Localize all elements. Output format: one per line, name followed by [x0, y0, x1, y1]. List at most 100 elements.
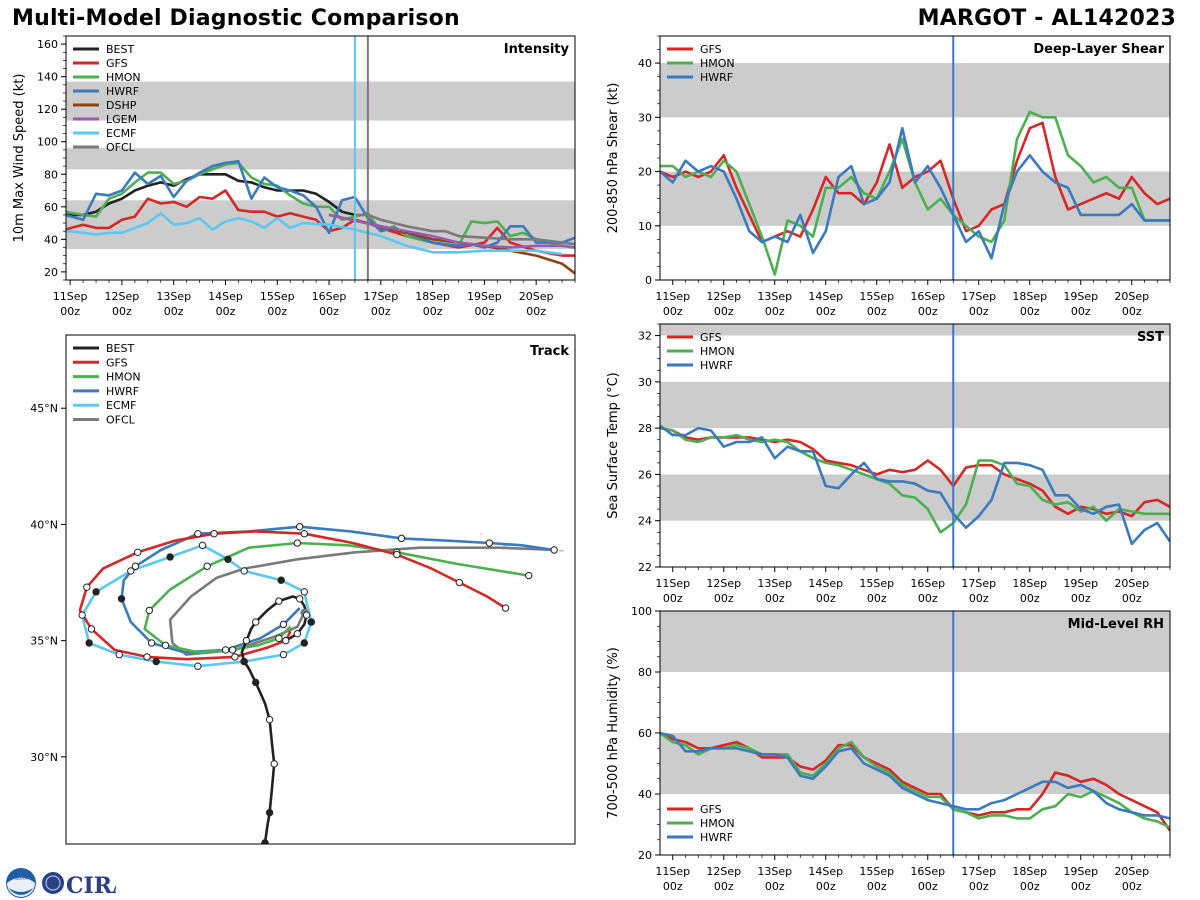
track-marker-best	[302, 611, 311, 619]
track-land-speck	[503, 545, 508, 547]
noaa-logo: NOAA	[6, 868, 36, 898]
rh-xtick-label: 13Sep	[757, 865, 792, 878]
rh-title: Mid-Level RH	[1068, 617, 1164, 632]
shear-xtick-sublabel: 00z	[969, 305, 989, 318]
intensity-xtick-sublabel: 00z	[164, 305, 184, 318]
intensity-xtick-sublabel: 00z	[60, 305, 80, 318]
shear-xtick-label: 13Sep	[757, 290, 792, 303]
intensity-xtick-sublabel: 00z	[474, 305, 494, 318]
track-marker-ecmf	[115, 650, 123, 659]
rh-xtick-sublabel: 00z	[765, 880, 785, 893]
track-marker-ecmf	[194, 662, 202, 670]
intensity-xtick-sublabel: 00z	[267, 305, 287, 318]
track-marker-hwrf	[221, 646, 230, 654]
shear-xtick-label: 12Sep	[706, 290, 741, 303]
rh-xtick-sublabel: 00z	[663, 880, 683, 893]
shear-ytick-label: 10	[638, 220, 652, 233]
track-marker-ecmf	[152, 657, 160, 666]
intensity-xtick-sublabel: 00z	[216, 305, 236, 318]
sst-xtick-sublabel: 00z	[663, 592, 683, 605]
intensity-xtick-label: 13Sep	[156, 290, 191, 303]
sst-xtick-label: 17Sep	[961, 577, 996, 590]
track-legend-label: ECMF	[106, 399, 136, 412]
rh-xtick-label: 15Sep	[859, 865, 894, 878]
sst-xtick-sublabel: 00z	[918, 592, 938, 605]
track-marker-hmon	[203, 562, 211, 570]
sst-xtick-label: 15Sep	[859, 577, 894, 590]
track-marker-ecmf	[166, 553, 174, 561]
sst-ylabel: Sea Surface Temp (°C)	[606, 372, 621, 519]
intensity-band-2	[66, 81, 575, 121]
shear-ytick-label: 0	[645, 274, 652, 287]
shear-series-hwrf	[660, 126, 1170, 260]
track-marker-hwrf	[147, 639, 156, 647]
shear-legend-label: HWRF	[700, 71, 733, 84]
shear-band-1	[660, 63, 1170, 118]
intensity-ytick-label: 60	[44, 201, 58, 214]
rh-ylabel: 700-500 hPa Humidity (%)	[606, 647, 621, 819]
track-marker-ecmf	[198, 541, 207, 550]
track-marker-hwrf	[485, 539, 494, 547]
intensity-ytick-label: 140	[37, 71, 58, 84]
rh-xtick-sublabel: 00z	[918, 880, 938, 893]
rh-xtick-label: 18Sep	[1012, 865, 1047, 878]
sst-xtick-sublabel: 00z	[1122, 592, 1142, 605]
track-marker-best	[265, 715, 274, 724]
track-marker-ecmf	[307, 618, 315, 626]
track-marker-ecmf	[127, 567, 135, 575]
sst-series-hwrf	[660, 424, 1170, 546]
intensity-series-group	[66, 160, 575, 275]
track-marker-ecmf	[240, 567, 248, 575]
sst-band-1	[660, 381, 1170, 429]
sst-frame	[659, 323, 1171, 568]
track-marker-best	[275, 597, 283, 605]
rh-legend-label: HWRF	[700, 831, 733, 844]
shear-xtick-label: 15Sep	[859, 290, 894, 303]
sst-xtick-label: 16Sep	[910, 577, 945, 590]
rh-panel: 20 40 60 80 100 11Sep 00z 12Sep 00z 13Sep 00z 14Sep…	[606, 605, 1171, 893]
intensity-ylabel: 10m Max Wind Speed (kt)	[12, 74, 27, 243]
agency-logos: NOAA CIRA	[6, 868, 116, 899]
cira-logo-ring	[45, 875, 61, 891]
sst-title: SST	[1137, 330, 1164, 345]
intensity-xtick-label: 12Sep	[105, 290, 140, 303]
sst-xtick-label: 12Sep	[706, 577, 741, 590]
track-marker-hmon	[161, 641, 170, 649]
cira-logo: CIRA	[42, 872, 116, 899]
rh-frame	[659, 610, 1171, 856]
page-title: Multi-Model Diagnostic Comparison	[12, 6, 460, 31]
intensity-series-best	[66, 173, 356, 217]
track-marker-best	[270, 760, 278, 768]
track-marker-ecmf	[279, 650, 288, 659]
track-series-best	[240, 595, 308, 843]
rh-xtick-sublabel: 00z	[816, 880, 836, 893]
intensity-ytick-label: 20	[44, 266, 58, 279]
track-marker-gfs	[300, 530, 309, 538]
sst-xtick-sublabel: 00z	[969, 592, 989, 605]
shear-frame	[659, 35, 1171, 281]
rh-xtick-sublabel: 00z	[1122, 880, 1142, 893]
track-marker-best	[252, 678, 260, 687]
track-series-hmon	[143, 541, 529, 654]
sst-ytick-label: 32	[638, 330, 652, 343]
track-series-gfs	[78, 530, 507, 661]
cira-logo-globe	[42, 872, 64, 894]
intensity-series-ecmf	[66, 212, 563, 256]
track-title: Track	[530, 344, 569, 359]
sst-ytick-label: 28	[638, 422, 652, 435]
track-legend-label: HWRF	[106, 385, 139, 398]
rh-series-group	[660, 731, 1170, 832]
track-marker-best	[261, 839, 269, 844]
track-ytick-label: 45°N	[30, 402, 58, 415]
track-marker-best	[242, 636, 251, 645]
intensity-series-lgem	[328, 213, 575, 249]
sst-legend-label: GFS	[700, 331, 722, 344]
shear-panel: 0 10 20 30 40 11Sep 00z 12Sep 00z 13Sep 00z 14Sep 00…	[606, 35, 1171, 318]
shear-title: Deep-Layer Shear	[1033, 42, 1164, 57]
rh-xtick-sublabel: 00z	[1020, 880, 1040, 893]
intensity-ytick-label: 100	[37, 136, 58, 149]
shear-ytick-label: 40	[638, 57, 652, 70]
shear-xtick-label: 16Sep	[910, 290, 945, 303]
